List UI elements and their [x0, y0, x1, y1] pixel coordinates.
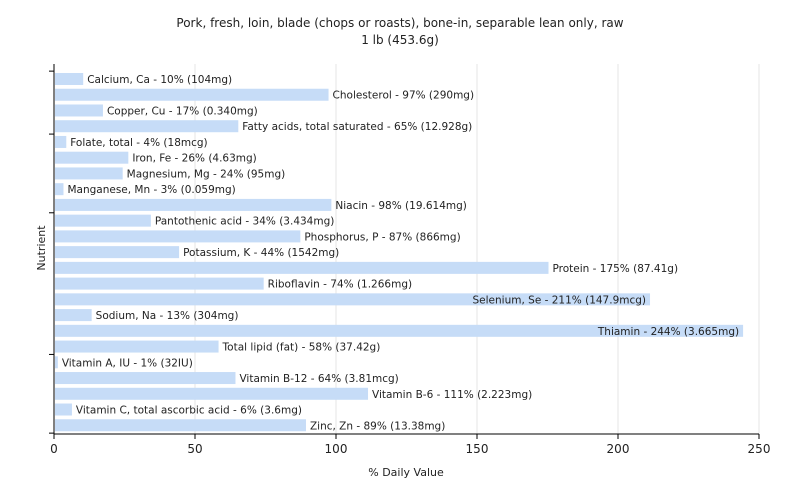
x-tick-label: 200	[607, 442, 630, 456]
bar	[55, 324, 744, 337]
y-axis-title: Nutrient	[35, 225, 48, 271]
bar	[55, 261, 549, 274]
bar-label: Niacin - 98% (19.614mg)	[335, 200, 467, 212]
chart-title: Pork, fresh, loin, blade (chops or roast…	[176, 16, 623, 30]
x-tick-label: 150	[466, 442, 489, 456]
bar	[55, 214, 151, 227]
chart-subtitle: 1 lb (453.6g)	[361, 33, 439, 47]
bar-label: Magnesium, Mg - 24% (95mg)	[127, 168, 286, 180]
bar-label: Vitamin B-12 - 64% (3.81mcg)	[239, 373, 398, 385]
bar-label: Sodium, Na - 13% (304mg)	[96, 310, 239, 322]
x-tick-label: 50	[187, 442, 202, 456]
bar	[55, 198, 332, 211]
bar-label: Vitamin A, IU - 1% (32IU)	[62, 357, 193, 369]
bar-labels: Calcium, Ca - 10% (104mg) Cholesterol - 9…	[62, 74, 739, 432]
bar-label: Manganese, Mn - 3% (0.059mg)	[67, 184, 235, 196]
bar-label: Vitamin B-6 - 111% (2.223mg)	[372, 389, 532, 401]
bar	[55, 120, 239, 133]
bar	[55, 419, 306, 432]
bar	[55, 230, 301, 243]
x-axis-title: % Daily Value	[368, 466, 444, 479]
bar	[55, 73, 84, 85]
bar-label: Riboflavin - 74% (1.266mg)	[268, 279, 412, 291]
bar-label: Potassium, K - 44% (1542mg)	[183, 247, 339, 259]
bar-label: Pantothenic acid - 34% (3.434mg)	[155, 216, 334, 228]
bar	[55, 88, 329, 101]
bar-label: Total lipid (fat) - 58% (37.42g)	[222, 342, 381, 354]
bar-label: Cholesterol - 97% (290mg)	[333, 90, 475, 102]
x-tick-label: 250	[748, 442, 771, 456]
bar	[55, 167, 123, 180]
bar-label: Fatty acids, total saturated - 65% (12.9…	[242, 121, 472, 133]
bar	[55, 403, 72, 416]
bar-label: Folate, total - 4% (18mcg)	[70, 137, 207, 149]
bar-label: Phosphorus, P - 87% (866mg)	[304, 231, 460, 243]
bar-label: Zinc, Zn - 89% (13.38mg)	[310, 420, 445, 432]
bar	[55, 356, 58, 369]
bar	[55, 387, 369, 400]
bar-label: Thiamin - 244% (3.665mg)	[597, 326, 739, 338]
bar-label: Protein - 175% (87.41g)	[553, 263, 679, 275]
bar	[55, 246, 180, 259]
bar-label: Selenium, Se - 211% (147.9mcg)	[473, 294, 647, 306]
bar-label: Vitamin C, total ascorbic acid - 6% (3.6…	[76, 405, 302, 417]
bar	[55, 293, 651, 306]
x-tick-label: 0	[50, 442, 58, 456]
bar	[55, 309, 92, 322]
bar	[55, 340, 219, 353]
x-tick-label: 100	[325, 442, 348, 456]
bar-label: Iron, Fe - 26% (4.63mg)	[132, 153, 256, 165]
bar-label: Calcium, Ca - 10% (104mg)	[87, 74, 232, 86]
bars	[55, 73, 744, 432]
bar	[55, 183, 64, 196]
bar	[55, 135, 67, 148]
bar	[55, 104, 103, 117]
y-axis-ticks	[49, 70, 54, 434]
bar	[55, 372, 236, 385]
bar	[55, 277, 264, 290]
bar-label: Copper, Cu - 17% (0.340mg)	[107, 105, 258, 117]
x-axis-ticks: 0 50 100 150 200 250	[50, 434, 770, 456]
bar	[55, 151, 129, 164]
